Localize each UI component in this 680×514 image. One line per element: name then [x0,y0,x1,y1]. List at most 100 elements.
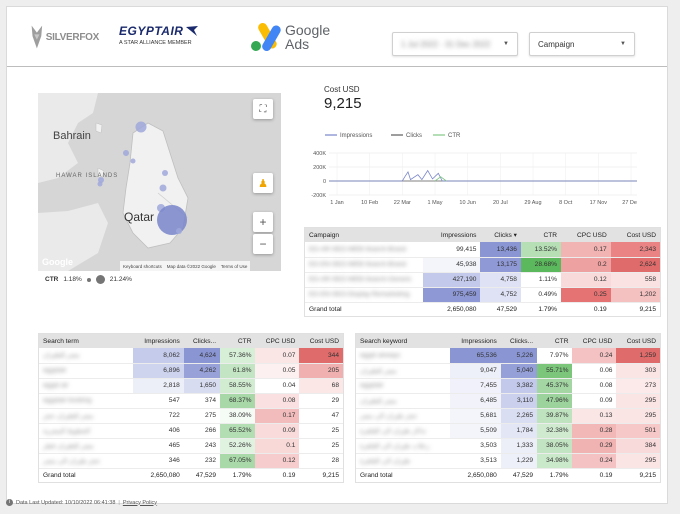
chart-series [329,169,637,182]
col-clicks[interactable]: Clicks ▾ [480,228,521,242]
cell-clicks: 3,382 [500,378,538,394]
cell-ctr: 1.11% [520,272,562,288]
col-campaign[interactable]: Campaign [305,228,423,242]
cell-cpc: 0.2 [561,257,611,273]
table-row[interactable]: egypt air 2,818 1,650 58.55% 0.04 68 [39,378,343,394]
cell-cost: 558 [610,272,660,288]
map-bubble[interactable] [123,150,129,156]
col-search-term[interactable]: Search term [39,334,133,348]
col-cpc[interactable]: CPC USD [572,334,617,348]
cell-cpc: 0.1 [255,438,300,454]
zoom-out-icon[interactable]: − [253,234,273,254]
map-bubble-doha[interactable] [157,205,187,235]
cell-impressions: 6,896 [133,363,184,379]
date-range-picker[interactable]: 1 Jul 2022 - 31 Dec 2022 ▼ [392,32,518,56]
table-row[interactable]: حجز طيران الى مصر 5,681 2,265 39.87% 0.1… [356,408,660,424]
timeseries-chart[interactable]: Impressions Clicks CTR 400K 200K 0 -200K 1 … [307,129,637,209]
geo-map[interactable]: Bahrain HAWAR ISLANDS Qatar ⛶ ♟ + − Goog… [38,93,281,271]
terms-link[interactable]: Terms of Use [220,263,248,269]
cell-impressions: 5,509 [450,423,501,439]
table-row[interactable]: مصر للطيران 6,485 3,110 47.96% 0.09 295 [356,393,660,409]
cell-impressions: 9,047 [450,363,501,379]
map-bubble[interactable] [159,184,167,192]
cell-ctr: 61.8% [220,363,256,379]
col-impressions[interactable]: Impressions [423,228,481,242]
table-row[interactable]: EG-EN-SEO-Display-Remarketing 975,459 4,… [305,287,660,303]
report-page: SILVERFOX EGYPTAIR A STAR ALLIANCE MEMBE… [6,6,668,504]
col-clicks[interactable]: Clicks... [500,334,538,348]
fullscreen-icon[interactable]: ⛶ [253,99,273,119]
cell-ctr: 39.87% [537,408,573,424]
cell-cost: 344 [299,348,343,364]
cell-impressions: 99,415 [423,242,481,258]
campaign-filter[interactable]: Campaign ▼ [529,32,635,56]
chart-legend: Impressions Clicks CTR [325,133,461,139]
table-row[interactable]: الخطوط المصرية 406 266 65.52% 0.09 25 [39,423,343,439]
table-row[interactable]: طيران الى القاهرة 3,513 1,229 34.98% 0.2… [356,453,660,469]
table-row[interactable]: مصر للطيران قطر 465 243 52.26% 0.1 25 [39,438,343,454]
table-row[interactable]: egyptair booking 547 374 68.37% 0.08 29 [39,393,343,409]
col-impressions[interactable]: Impressions [133,334,184,348]
x-tick-label: 10 Jun [459,200,476,206]
table-row[interactable]: egyptair 6,896 4,262 61.8% 0.05 205 [39,363,343,379]
col-cost[interactable]: Cost USD [299,334,343,348]
cell-impressions: 65,536 [450,348,501,364]
col-cpc[interactable]: CPC USD [255,334,300,348]
cell-clicks: 1,784 [500,423,538,439]
campaign-table: Campaign Impressions Clicks ▾ CTR CPC US… [304,227,661,317]
cell-cost: 47 [299,408,343,424]
search-term: مصر للطيران [39,348,133,364]
map-bubble[interactable] [130,158,136,164]
cell-impressions: 7,455 [450,378,501,394]
table-row[interactable]: EG-EN-SEO-WEB-Search-Brand 45,938 13,175… [305,257,660,273]
cell-ctr: 45.37% [537,378,573,394]
table-row[interactable]: egypt airways 65,536 5,226 7.97% 0.24 1,… [356,348,660,364]
cell-cost: 25 [299,423,343,439]
table-row[interactable]: egyptair 7,455 3,382 45.37% 0.08 273 [356,378,660,394]
search-keyword: مصر للطيران [356,363,450,379]
col-impressions[interactable]: Impressions [450,334,501,348]
map-bubble[interactable] [162,170,168,176]
grand-total-row: Grand total 2,650,080 47,529 1.79% 0.19 … [305,302,660,316]
col-ctr[interactable]: CTR [520,228,562,242]
map-bubble[interactable] [135,121,147,133]
table-row[interactable]: مصر للطيران 8,062 4,624 57.36% 0.07 344 [39,348,343,364]
col-clicks[interactable]: Clicks... [183,334,221,348]
google-ads-wordmark: Google Ads [285,22,331,52]
cell-clicks: 13,175 [480,257,521,273]
total-ctr: 1.79% [549,471,569,479]
col-cost[interactable]: Cost USD [610,228,660,242]
pegman-icon[interactable]: ♟ [253,173,273,193]
search-keyword: مصر للطيران [356,393,450,409]
campaign-name: EG-AR-SEO-WEB-Search-Brand [305,242,423,258]
col-cpc[interactable]: CPC USD [561,228,611,242]
total-cost: 9,215 [322,471,339,479]
keyboard-shortcuts-link[interactable]: Keyboard shortcuts [123,263,162,269]
col-cost[interactable]: Cost USD [616,334,660,348]
cell-ctr: 57.36% [220,348,256,364]
col-ctr[interactable]: CTR [537,334,573,348]
map-bubble[interactable] [98,177,104,183]
table-row[interactable]: EG-AR-SEO-WEB-Search-Brand 99,415 13,436… [305,242,660,258]
cell-clicks: 5,226 [500,348,538,364]
privacy-policy-link[interactable]: Privacy Policy [122,499,158,506]
cell-cpc: 0.12 [561,272,611,288]
table-row[interactable]: رحلات طيران الى القاهرة 3,503 1,333 38.0… [356,438,660,454]
col-ctr[interactable]: CTR [220,334,256,348]
total-clicks: 47,529 [496,305,517,313]
cell-ctr: 65.52% [220,423,256,439]
table-row[interactable]: EG-AR-SEO-WEB-Search-Generic 427,190 4,7… [305,272,660,288]
grand-total-row: Grand total 2,650,080 47,529 1.79% 0.19 … [39,468,343,482]
scorecard-label: Cost USD [324,85,360,94]
cell-cost: 303 [616,363,660,379]
table-row[interactable]: مصر للطيران حجز 722 275 38.09% 0.17 47 [39,408,343,424]
col-search-keyword[interactable]: Search keyword [356,334,450,348]
cell-ctr: 68.37% [220,393,256,409]
table-row[interactable]: حجز طيران الى مصر 346 232 67.05% 0.12 28 [39,453,343,469]
map-bubble[interactable] [97,181,103,187]
grand-total-label: Grand total [309,305,342,313]
table-row[interactable]: تذاكر طيران الى القاهرة 5,509 1,784 32.3… [356,423,660,439]
zoom-in-icon[interactable]: + [253,212,273,232]
map-bubble[interactable] [176,228,182,234]
table-row[interactable]: مصر للطيران 9,047 5,040 55.71% 0.06 303 [356,363,660,379]
